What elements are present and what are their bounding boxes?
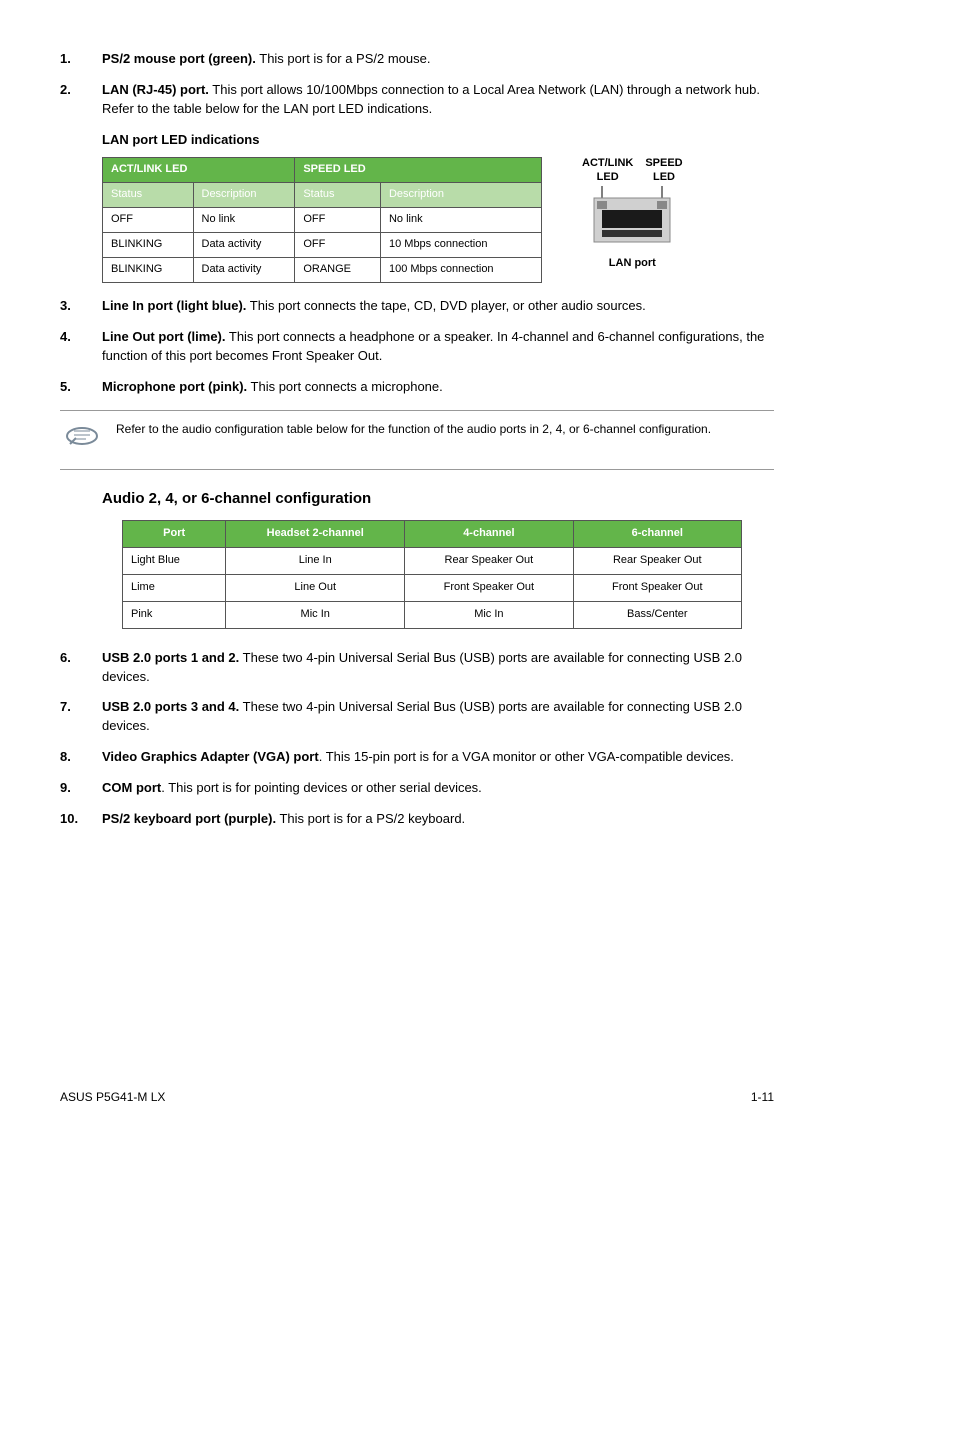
feature-list-cont: 3. Line In port (light blue). This port … bbox=[60, 297, 774, 396]
item-text: This port connects a microphone. bbox=[247, 379, 443, 394]
note-icon bbox=[60, 421, 116, 457]
item-body: LAN (RJ-45) port. This port allows 10/10… bbox=[102, 81, 774, 119]
item-title: Microphone port (pink). bbox=[102, 379, 247, 394]
item-text: . This 15-pin port is for a VGA monitor … bbox=[319, 749, 734, 764]
led-section: ACT/LINK LED SPEED LED Status Descriptio… bbox=[102, 157, 774, 283]
table-row: BLINKING Data activity ORANGE 100 Mbps c… bbox=[103, 258, 542, 283]
item-number: 7. bbox=[60, 698, 102, 736]
item-number: 10. bbox=[60, 810, 102, 829]
item-text: This port is for a PS/2 keyboard. bbox=[276, 811, 465, 826]
item-title: Line In port (light blue). bbox=[102, 298, 246, 313]
item-title: PS/2 mouse port (green). bbox=[102, 51, 256, 66]
table-row: Lime Line Out Front Speaker Out Front Sp… bbox=[123, 574, 742, 601]
audio-heading: Audio 2, 4, or 6-channel configuration bbox=[102, 488, 774, 510]
item-title: Video Graphics Adapter (VGA) port bbox=[102, 749, 319, 764]
item-number: 4. bbox=[60, 328, 102, 366]
list-item: 9. COM port. This port is for pointing d… bbox=[60, 779, 774, 798]
led-table-subheader: Status bbox=[295, 183, 381, 208]
item-number: 5. bbox=[60, 378, 102, 397]
item-number: 9. bbox=[60, 779, 102, 798]
list-item: 8. Video Graphics Adapter (VGA) port. Th… bbox=[60, 748, 774, 767]
led-table-header: ACT/LINK LED bbox=[103, 158, 295, 183]
led-table-subheader: Description bbox=[380, 183, 541, 208]
item-number: 3. bbox=[60, 297, 102, 316]
audio-table-header: 4-channel bbox=[405, 521, 573, 548]
led-table-subheader: Description bbox=[193, 183, 295, 208]
note-text: Refer to the audio configuration table b… bbox=[116, 421, 774, 438]
feature-list-cont2: 6. USB 2.0 ports 1 and 2. These two 4-pi… bbox=[60, 649, 774, 829]
diagram-caption: LAN port bbox=[582, 256, 683, 272]
audio-table-header: Headset 2-channel bbox=[226, 521, 405, 548]
table-row: Light Blue Line In Rear Speaker Out Rear… bbox=[123, 547, 742, 574]
item-number: 6. bbox=[60, 649, 102, 687]
table-row: BLINKING Data activity OFF 10 Mbps conne… bbox=[103, 233, 542, 258]
list-item: 1. PS/2 mouse port (green). This port is… bbox=[60, 50, 774, 69]
led-heading: LAN port LED indications bbox=[102, 131, 774, 150]
list-item: 10. PS/2 keyboard port (purple). This po… bbox=[60, 810, 774, 829]
footer-left: ASUS P5G41-M LX bbox=[60, 1089, 165, 1106]
item-number: 1. bbox=[60, 50, 102, 69]
item-text: This port is for a PS/2 mouse. bbox=[256, 51, 431, 66]
diagram-label: ACT/LINK bbox=[582, 157, 633, 169]
led-table-header: SPEED LED bbox=[295, 158, 542, 183]
footer-right: 1-11 bbox=[751, 1089, 774, 1106]
list-item: 2. LAN (RJ-45) port. This port allows 10… bbox=[60, 81, 774, 119]
item-title: LAN (RJ-45) port. bbox=[102, 82, 209, 97]
diagram-label: SPEED bbox=[645, 157, 682, 169]
list-item: 7. USB 2.0 ports 3 and 4. These two 4-pi… bbox=[60, 698, 774, 736]
item-body: PS/2 mouse port (green). This port is fo… bbox=[102, 50, 774, 69]
item-text: This port connects the tape, CD, DVD pla… bbox=[246, 298, 645, 313]
led-table: ACT/LINK LED SPEED LED Status Descriptio… bbox=[102, 157, 542, 283]
list-item: 4. Line Out port (lime). This port conne… bbox=[60, 328, 774, 366]
diagram-label: LED bbox=[597, 171, 619, 183]
audio-table-header: Port bbox=[123, 521, 226, 548]
item-text: . This port is for pointing devices or o… bbox=[161, 780, 482, 795]
item-title: USB 2.0 ports 1 and 2. bbox=[102, 650, 239, 665]
note-box: Refer to the audio configuration table b… bbox=[60, 410, 774, 470]
item-title: USB 2.0 ports 3 and 4. bbox=[102, 699, 239, 714]
feature-list: 1. PS/2 mouse port (green). This port is… bbox=[60, 50, 774, 119]
list-item: 5. Microphone port (pink). This port con… bbox=[60, 378, 774, 397]
item-title: PS/2 keyboard port (purple). bbox=[102, 811, 276, 826]
rj45-port-icon bbox=[582, 186, 682, 246]
item-number: 8. bbox=[60, 748, 102, 767]
list-item: 3. Line In port (light blue). This port … bbox=[60, 297, 774, 316]
list-item: 6. USB 2.0 ports 1 and 2. These two 4-pi… bbox=[60, 649, 774, 687]
page-footer: ASUS P5G41-M LX 1-11 bbox=[60, 1089, 774, 1106]
table-row: OFF No link OFF No link bbox=[103, 208, 542, 233]
led-table-subheader: Status bbox=[103, 183, 194, 208]
item-number: 2. bbox=[60, 81, 102, 119]
table-row: Pink Mic In Mic In Bass/Center bbox=[123, 601, 742, 628]
item-title: Line Out port (lime). bbox=[102, 329, 226, 344]
diagram-label: LED bbox=[653, 171, 675, 183]
audio-table: Port Headset 2-channel 4-channel 6-chann… bbox=[122, 520, 742, 629]
item-title: COM port bbox=[102, 780, 161, 795]
lan-port-diagram: ACT/LINK LED SPEED LED LAN port bbox=[582, 157, 683, 271]
audio-table-header: 6-channel bbox=[573, 521, 741, 548]
